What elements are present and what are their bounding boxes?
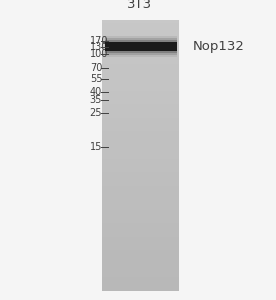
Bar [102,271,179,274]
Bar [102,77,179,81]
Bar [102,244,179,247]
Bar [102,200,179,203]
Bar [102,131,179,135]
Bar [102,206,179,209]
Bar [102,172,179,176]
Text: 40: 40 [90,87,102,98]
Bar [102,186,179,189]
Bar [102,20,179,291]
Bar [102,213,179,216]
Bar [102,81,179,84]
Bar [102,278,179,281]
Text: 70: 70 [90,63,102,73]
Bar [102,118,179,121]
Bar [102,240,179,244]
Bar [102,281,179,284]
Bar [102,233,179,237]
Bar [102,189,179,193]
Text: 55: 55 [90,74,102,84]
Bar [102,254,179,257]
Text: 170: 170 [90,35,108,46]
Bar [102,226,179,230]
Bar [102,108,179,111]
Bar [102,169,179,172]
Bar [102,101,179,104]
Bar [102,196,179,200]
Bar [102,104,179,108]
Bar [102,142,179,145]
Bar [102,152,179,155]
Bar [102,40,179,43]
Bar [102,121,179,125]
Bar [102,30,179,33]
Bar [102,250,179,254]
Bar [102,91,179,94]
Bar [102,33,179,37]
Bar [102,247,179,250]
Bar [102,135,179,138]
Bar [102,179,179,182]
Bar [102,128,179,131]
Bar [102,182,179,186]
Bar [102,230,179,233]
Bar [105,42,177,51]
Bar [102,288,179,291]
Bar [105,38,177,55]
Bar [102,257,179,260]
Text: 35: 35 [90,94,102,105]
Bar [102,274,179,278]
Bar [102,43,179,46]
Bar [102,50,179,53]
Bar [102,148,179,152]
Bar [102,87,179,91]
Text: 25: 25 [90,108,102,118]
Bar [102,64,179,67]
Bar [102,84,179,87]
Bar [102,53,179,57]
Bar [102,203,179,206]
Bar [102,260,179,264]
Text: 15: 15 [90,142,102,152]
Bar [102,115,179,118]
Bar [102,145,179,148]
Bar [102,209,179,213]
Bar [102,193,179,196]
Bar [105,40,177,53]
Text: Nop132: Nop132 [193,40,245,53]
Bar [102,162,179,165]
Bar [105,36,177,57]
Text: 130: 130 [90,42,108,52]
Bar [102,264,179,267]
Bar [102,267,179,271]
Bar [102,67,179,70]
Bar [102,70,179,74]
Bar [102,223,179,226]
Bar [102,20,179,23]
Bar [102,47,179,50]
Bar [102,125,179,128]
Bar [102,98,179,101]
Bar [102,111,179,115]
Bar [102,155,179,159]
Bar [102,216,179,220]
Text: 3T3: 3T3 [127,0,152,11]
Bar [102,26,179,30]
Bar [102,60,179,64]
Bar [102,94,179,98]
Bar [102,159,179,162]
Bar [102,74,179,77]
Bar [102,23,179,26]
Bar [102,237,179,240]
Bar [102,220,179,223]
Bar [102,284,179,288]
Bar [102,165,179,169]
Bar [102,176,179,179]
Text: 100: 100 [90,49,108,59]
Bar [102,37,179,40]
Bar [102,138,179,142]
Bar [102,57,179,60]
